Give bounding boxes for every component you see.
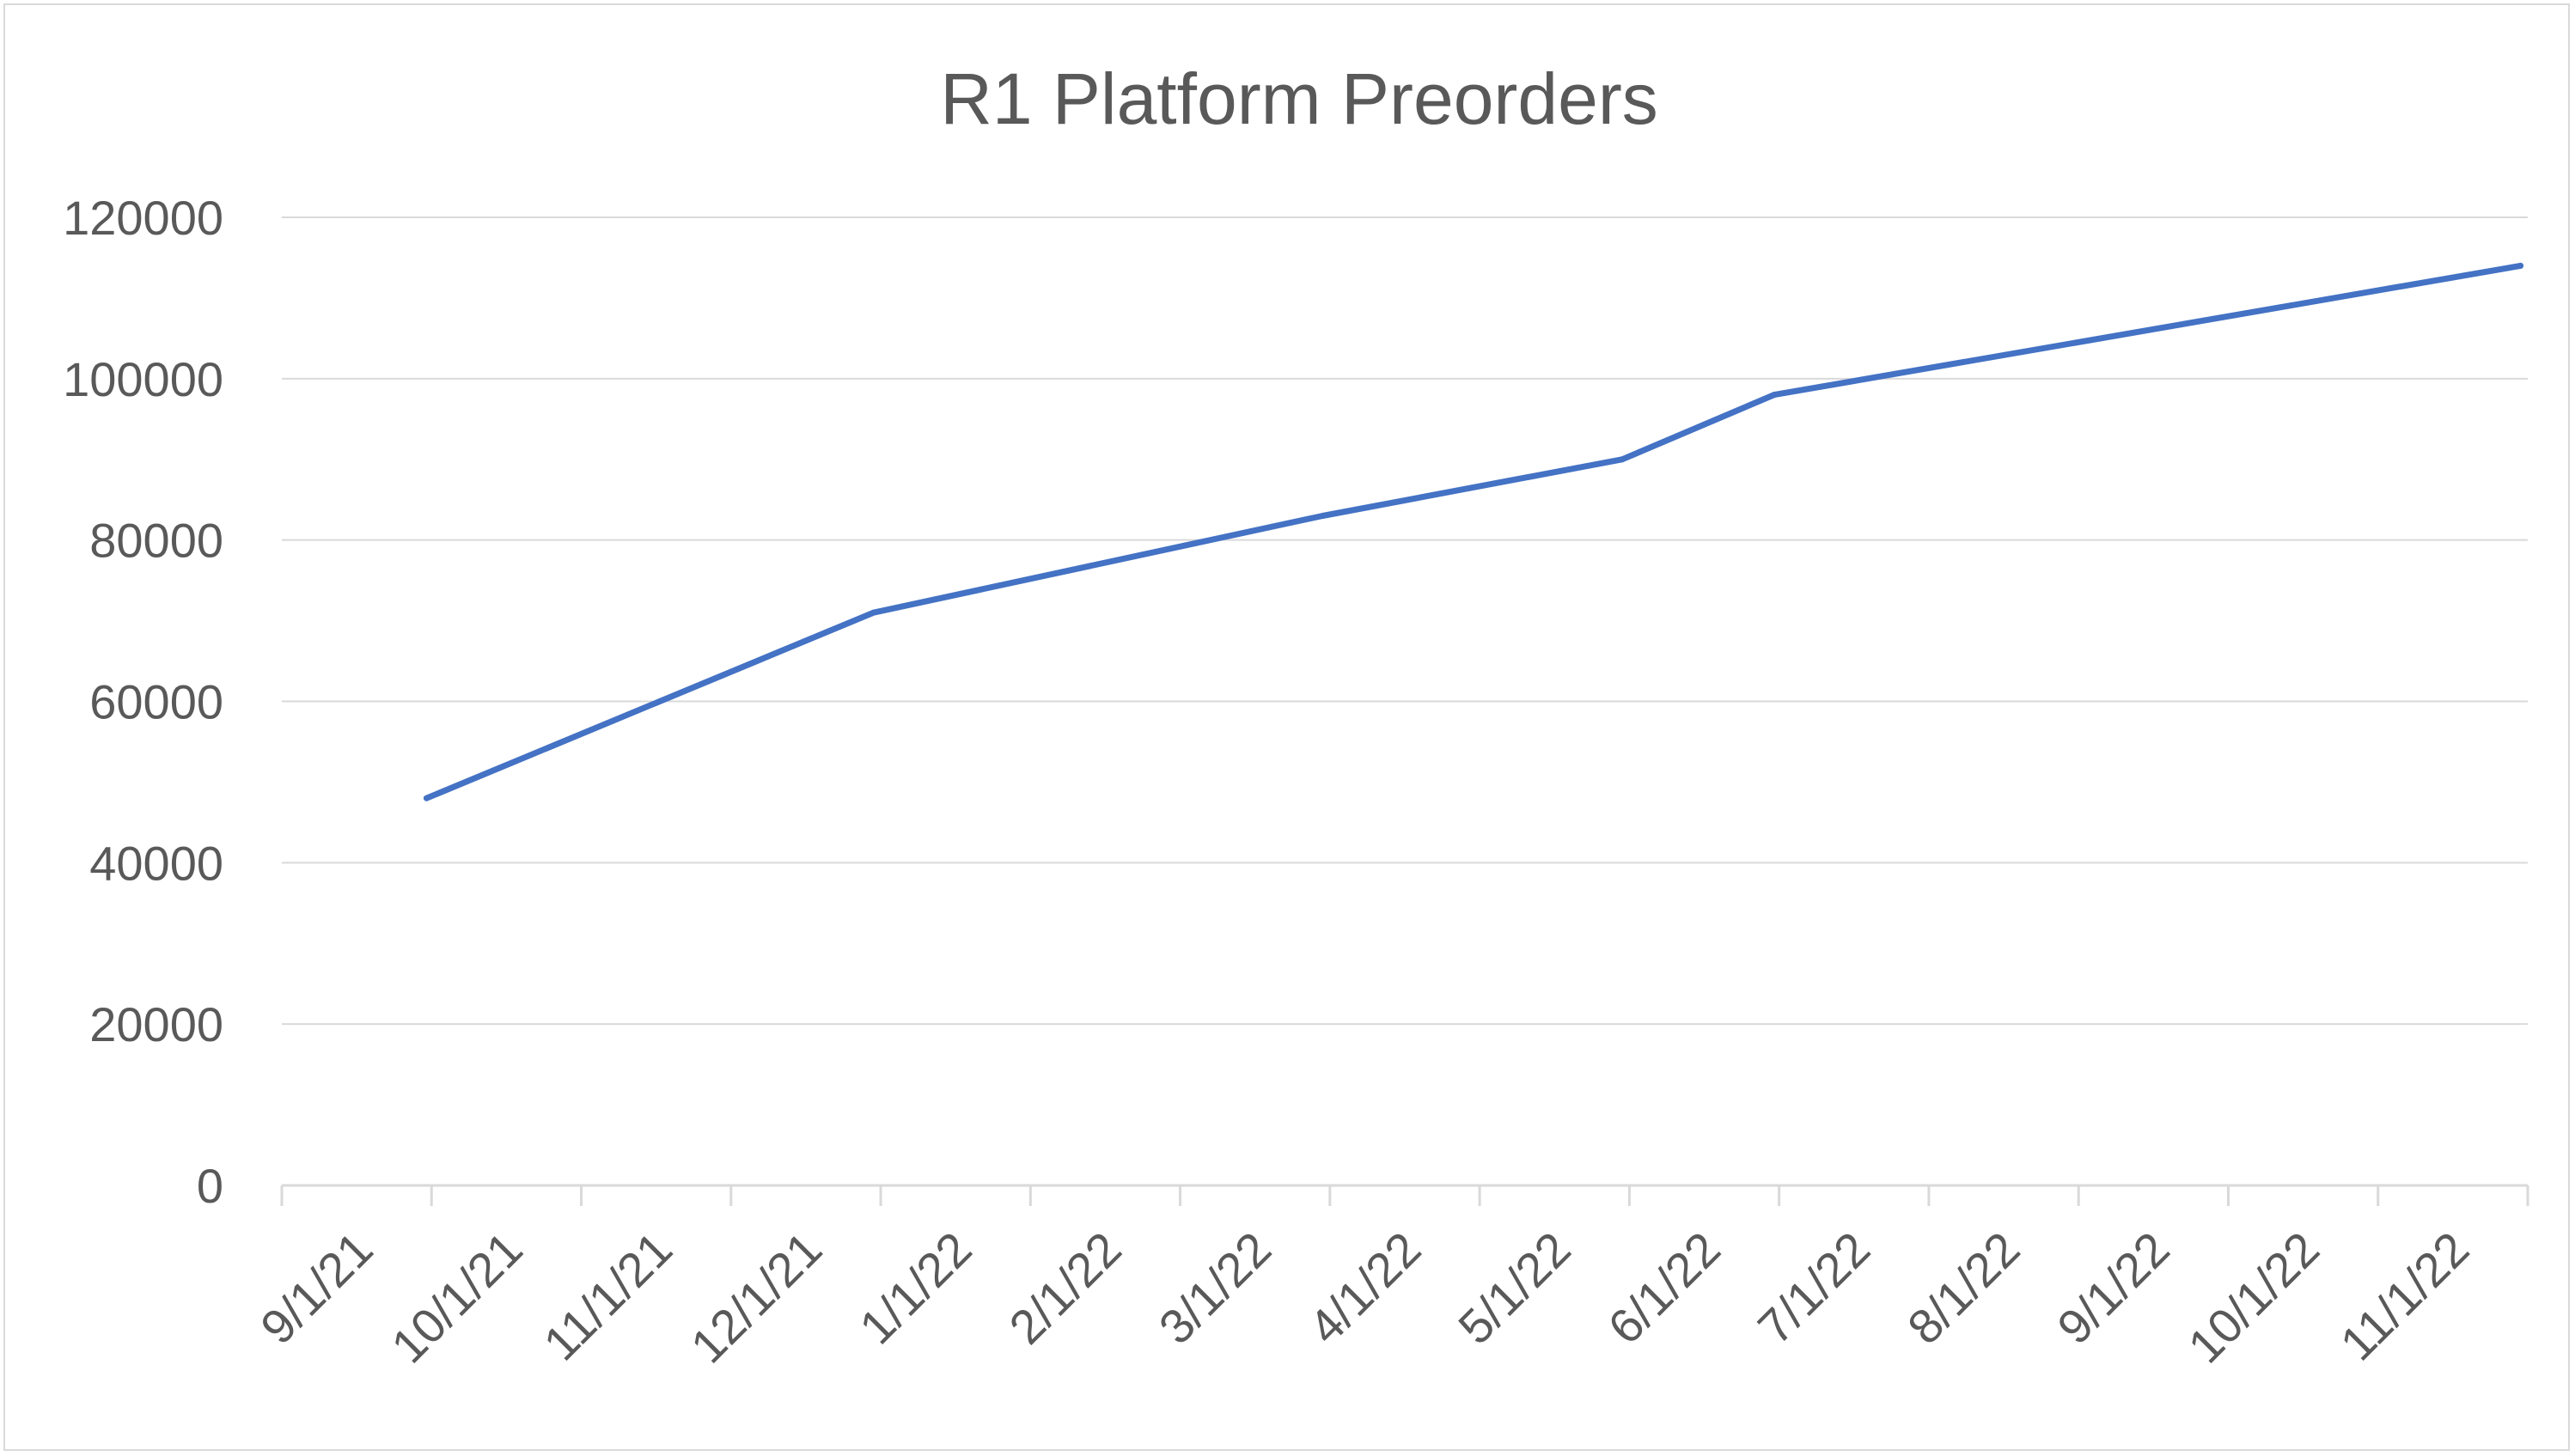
x-tick-label: 9/1/21 bbox=[250, 1221, 383, 1355]
x-tick-label: 9/1/22 bbox=[2047, 1221, 2180, 1355]
x-tick-label: 10/1/22 bbox=[2177, 1221, 2329, 1374]
line-chart: R1 Platform Preorders 0 20000 40000 60000 80… bbox=[63, 58, 2529, 1374]
gridlines bbox=[282, 216, 2528, 1026]
data-point bbox=[870, 609, 877, 616]
y-tick-label: 100000 bbox=[63, 352, 223, 406]
data-point bbox=[2517, 262, 2524, 269]
x-tick-label: 6/1/22 bbox=[1597, 1221, 1730, 1355]
y-tick-label: 20000 bbox=[89, 997, 223, 1051]
x-tick-label: 4/1/22 bbox=[1298, 1221, 1431, 1355]
x-tick-label: 3/1/22 bbox=[1149, 1221, 1282, 1355]
x-tick-label: 8/1/22 bbox=[1897, 1221, 2030, 1355]
x-tick-label: 11/1/22 bbox=[2330, 1221, 2480, 1371]
y-tick-label: 60000 bbox=[89, 675, 223, 729]
data-point bbox=[1771, 392, 1778, 399]
data-point bbox=[1619, 456, 1626, 463]
x-tick-label: 10/1/21 bbox=[381, 1221, 533, 1374]
x-tick-label: 2/1/22 bbox=[998, 1221, 1132, 1355]
y-tick-label: 120000 bbox=[63, 191, 223, 245]
y-tick-label: 0 bbox=[197, 1159, 223, 1213]
x-tick-label: 12/1/21 bbox=[680, 1221, 833, 1374]
chart-title: R1 Platform Preorders bbox=[940, 58, 1658, 139]
series-line bbox=[424, 262, 2524, 801]
x-axis bbox=[280, 1184, 2529, 1206]
x-tick-label: 1/1/22 bbox=[849, 1221, 982, 1355]
data-point bbox=[423, 795, 430, 801]
series bbox=[423, 262, 2524, 801]
y-axis-tick-labels: 0 20000 40000 60000 80000 100000 120000 bbox=[63, 191, 223, 1213]
y-tick-label: 40000 bbox=[89, 836, 223, 890]
data-point bbox=[1319, 512, 1326, 519]
x-tick-label: 5/1/22 bbox=[1448, 1221, 1581, 1355]
chart-frame: R1 Platform Preorders 0 20000 40000 60000 80… bbox=[3, 3, 2570, 1451]
x-tick-label: 7/1/22 bbox=[1748, 1221, 1881, 1355]
x-tick-label: 11/1/21 bbox=[533, 1221, 682, 1371]
y-tick-label: 80000 bbox=[89, 514, 223, 568]
